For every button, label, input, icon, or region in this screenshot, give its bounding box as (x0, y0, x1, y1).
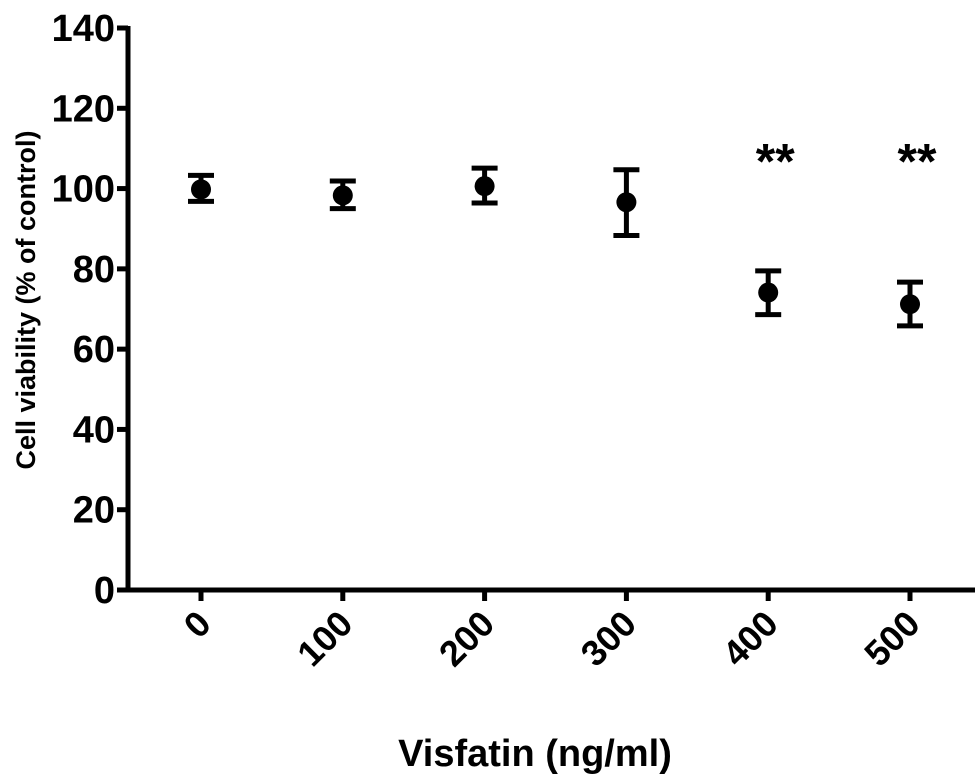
error-bars (188, 165, 923, 329)
data-point (474, 176, 495, 197)
y-tick-label: 80 (73, 249, 115, 291)
x-axis: 0 100 200 300 400 500 (126, 587, 975, 674)
y-tick-label: 140 (52, 8, 115, 50)
data-point (900, 294, 920, 315)
data-points (191, 176, 920, 315)
y-tick-label: 40 (73, 409, 115, 451)
x-axis-title: Visfatin (ng/ml) (398, 733, 672, 775)
data-point (332, 185, 353, 206)
y-tick-label: 120 (52, 88, 115, 130)
x-tick-label: 200 (431, 603, 502, 674)
x-tick-label: 400 (714, 603, 785, 674)
y-tick-label: 0 (94, 570, 115, 612)
x-tick-label: 300 (573, 603, 644, 674)
significance-marker: ** (756, 133, 795, 189)
y-tick-label: 60 (73, 329, 115, 371)
significance-annotations: ** ** (756, 133, 937, 189)
y-axis-title: Cell viability (% of control) (11, 130, 41, 469)
y-tick-label: 20 (73, 490, 115, 532)
data-point (191, 179, 211, 200)
x-tick-label: 0 (176, 603, 219, 646)
x-tick-label: 100 (289, 603, 360, 674)
y-tick-label: 100 (52, 169, 115, 211)
significance-marker: ** (898, 133, 937, 189)
data-point (758, 282, 779, 303)
data-point (616, 192, 637, 213)
y-axis: 0 20 40 60 80 100 120 140 (52, 8, 131, 612)
x-tick-label: 500 (856, 603, 927, 674)
